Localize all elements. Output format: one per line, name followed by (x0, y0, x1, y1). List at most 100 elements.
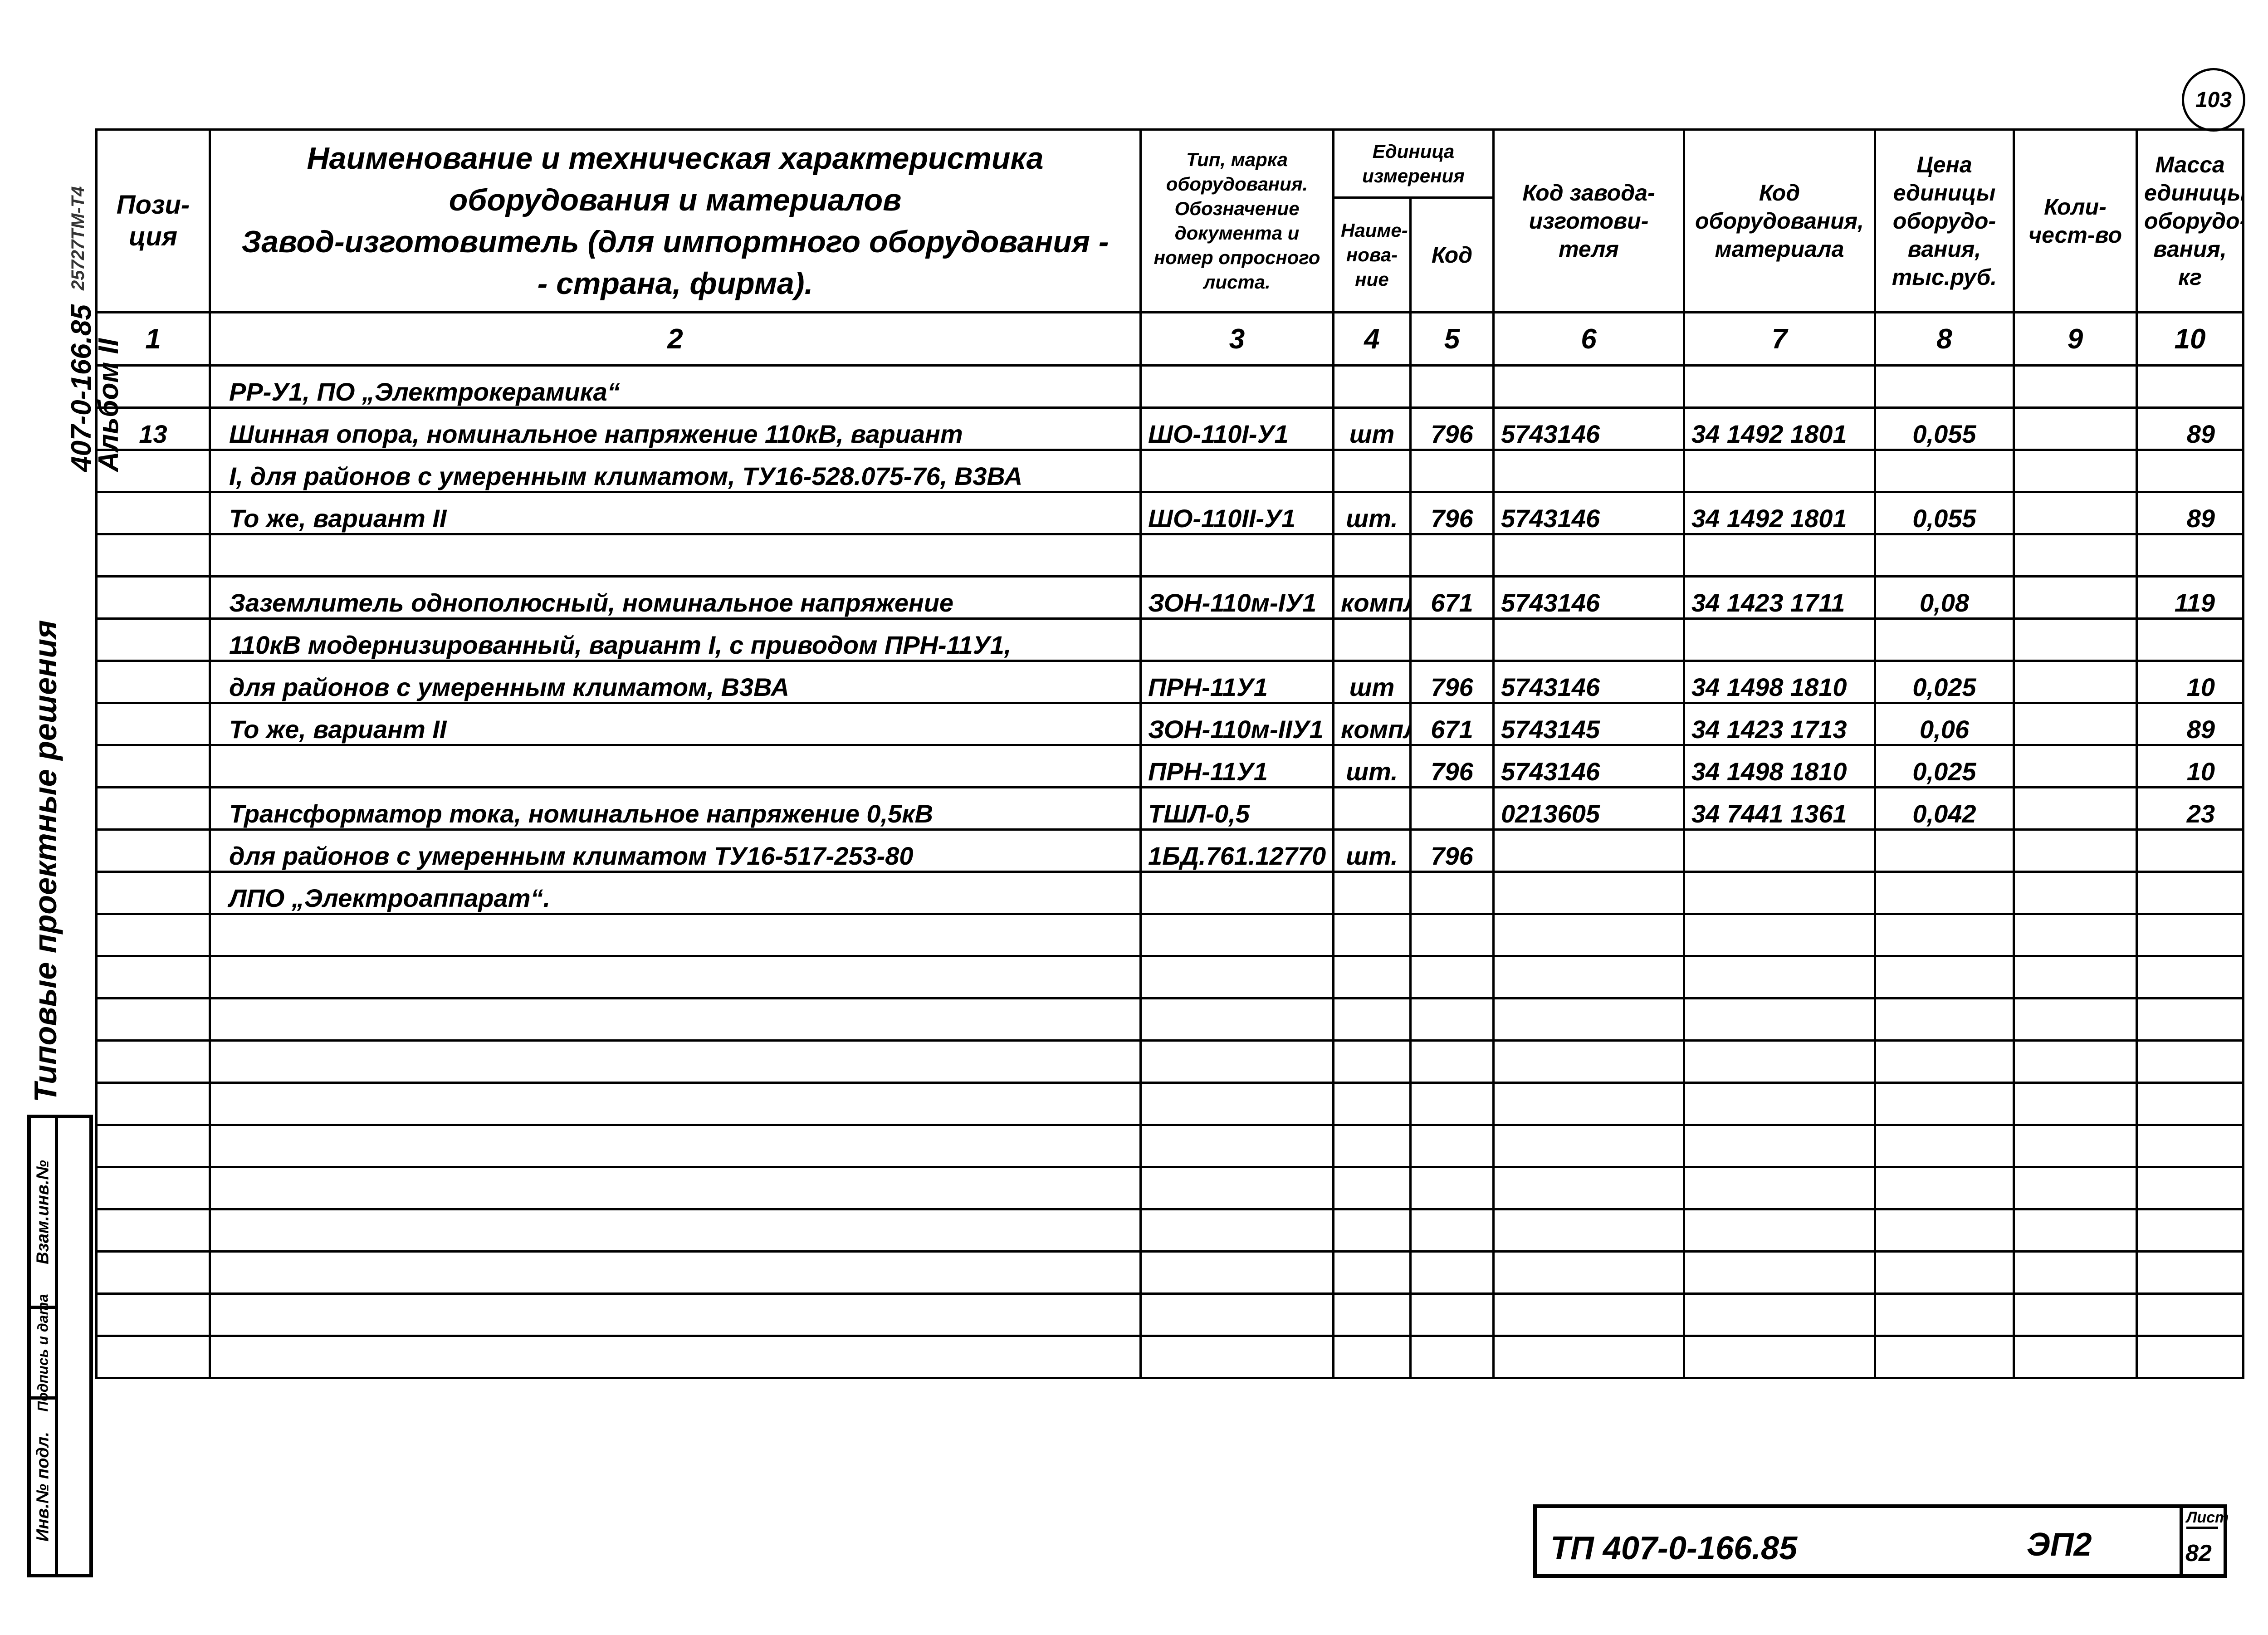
column-number: 2 (209, 311, 1142, 367)
table-row (95, 533, 2244, 578)
cell-unit-name: шт (1332, 660, 1412, 704)
margin-series-title: Типовые проектные решения (28, 620, 63, 1102)
table-row (95, 913, 2244, 957)
cell-quantity (2013, 364, 2138, 409)
cell-price: 0,08 (1874, 575, 2015, 620)
cell-name (209, 533, 1142, 578)
equipment-specification-table: Пози-ция Наименование и техническая хара… (95, 128, 2244, 1379)
cell-quantity (2013, 533, 2138, 578)
cell-name: Шинная опора, номинальное напряжение 110… (209, 406, 1142, 451)
cell-price (1874, 913, 2015, 957)
cell-unit-code (1409, 786, 1495, 831)
cell-type: ПРН-11У1 (1139, 744, 1334, 788)
cell-manufacturer-code (1492, 1208, 1685, 1253)
cell-quantity (2013, 702, 2138, 746)
cell-mass: 89 (2136, 491, 2244, 535)
cell-position (95, 1335, 211, 1379)
cell-quantity (2013, 1250, 2138, 1295)
table-row: То же, вариант IIЗОН-110м-IIУ1компл67157… (95, 702, 2244, 746)
cell-unit-code (1409, 364, 1495, 409)
cell-mass: 23 (2136, 786, 2244, 831)
cell-type (1139, 913, 1334, 957)
cell-position (95, 1292, 211, 1337)
cell-position (95, 744, 211, 788)
cell-price (1874, 1250, 2015, 1295)
cell-quantity (2013, 871, 2138, 915)
cell-unit-code (1409, 997, 1495, 1042)
table-row (95, 955, 2244, 999)
cell-equipment-code: 34 1498 1810 (1683, 744, 1876, 788)
cell-position (95, 786, 211, 831)
cell-mass (2136, 997, 2244, 1042)
cell-unit-name (1332, 533, 1412, 578)
table-row: для районов с умеренным климатом ТУ16-51… (95, 828, 2244, 873)
cell-name: ЛПО „Электроаппарат“. (209, 871, 1142, 915)
cell-type: ШО-110I-У1 (1139, 406, 1334, 451)
cell-price (1874, 1039, 2015, 1084)
sheet-label: Лист (2186, 1509, 2229, 1529)
cell-type: ШО-110II-У1 (1139, 491, 1334, 535)
header-quantity: Коли-чест-во (2013, 128, 2138, 313)
cell-quantity (2013, 997, 2138, 1042)
cell-equipment-code: 34 1423 1713 (1683, 702, 1876, 746)
header-unit-code: Код (1409, 196, 1495, 313)
cell-type (1139, 364, 1334, 409)
cell-type: ПРН-11У1 (1139, 660, 1334, 704)
cell-position (95, 449, 211, 493)
cell-mass (2136, 617, 2244, 662)
cell-type (1139, 1166, 1334, 1210)
cell-manufacturer-code (1492, 533, 1685, 578)
page-number-stamp: 103 (2182, 68, 2245, 132)
cell-equipment-code (1683, 1124, 1876, 1168)
cell-unit-name (1332, 1082, 1412, 1126)
cell-equipment-code: 34 1492 1801 (1683, 491, 1876, 535)
column-number: 3 (1139, 311, 1334, 367)
cell-manufacturer-code (1492, 364, 1685, 409)
cell-type (1139, 449, 1334, 493)
cell-position (95, 660, 211, 704)
cell-unit-code (1409, 955, 1495, 999)
cell-unit-code (1409, 913, 1495, 957)
header-name: Наименование и техническая характеристик… (209, 128, 1142, 313)
header-name-line1: Наименование и техническая характеристик… (307, 141, 1044, 176)
cell-quantity (2013, 660, 2138, 704)
cell-manufacturer-code (1492, 1082, 1685, 1126)
cell-mass (2136, 1208, 2244, 1253)
cell-manufacturer-code: 0213605 (1492, 786, 1685, 831)
cell-price: 0,025 (1874, 660, 2015, 704)
cell-manufacturer-code (1492, 1292, 1685, 1337)
cell-unit-code (1409, 533, 1495, 578)
cell-type (1139, 997, 1334, 1042)
cell-equipment-code (1683, 1335, 1876, 1379)
cell-price (1874, 871, 2015, 915)
cell-equipment-code (1683, 617, 1876, 662)
cell-name: То же, вариант II (209, 702, 1142, 746)
cell-unit-name (1332, 1208, 1412, 1253)
cell-manufacturer-code (1492, 871, 1685, 915)
cell-price (1874, 1124, 2015, 1168)
cell-equipment-code (1683, 1082, 1876, 1126)
cell-mass: 89 (2136, 702, 2244, 746)
cell-quantity (2013, 1082, 2138, 1126)
cell-unit-code: 671 (1409, 702, 1495, 746)
cell-unit-code (1409, 1250, 1495, 1295)
cell-unit-code (1409, 871, 1495, 915)
cell-price (1874, 1292, 2015, 1337)
cell-unit-code (1409, 1335, 1495, 1379)
cell-equipment-code (1683, 997, 1876, 1042)
cell-name: РР-У1, ПО „Электрокерамика“ (209, 364, 1142, 409)
cell-type (1139, 1335, 1334, 1379)
cell-mass (2136, 1250, 2244, 1295)
cell-type (1139, 1292, 1334, 1337)
cell-mass (2136, 449, 2244, 493)
cell-type (1139, 1124, 1334, 1168)
cell-name (209, 1082, 1142, 1126)
cell-name (209, 1124, 1142, 1168)
cell-quantity (2013, 786, 2138, 831)
cell-price (1874, 533, 2015, 578)
cell-equipment-code (1683, 1292, 1876, 1337)
cell-manufacturer-code (1492, 449, 1685, 493)
cell-mass (2136, 1166, 2244, 1210)
cell-mass: 10 (2136, 744, 2244, 788)
cell-equipment-code: 34 1492 1801 (1683, 406, 1876, 451)
